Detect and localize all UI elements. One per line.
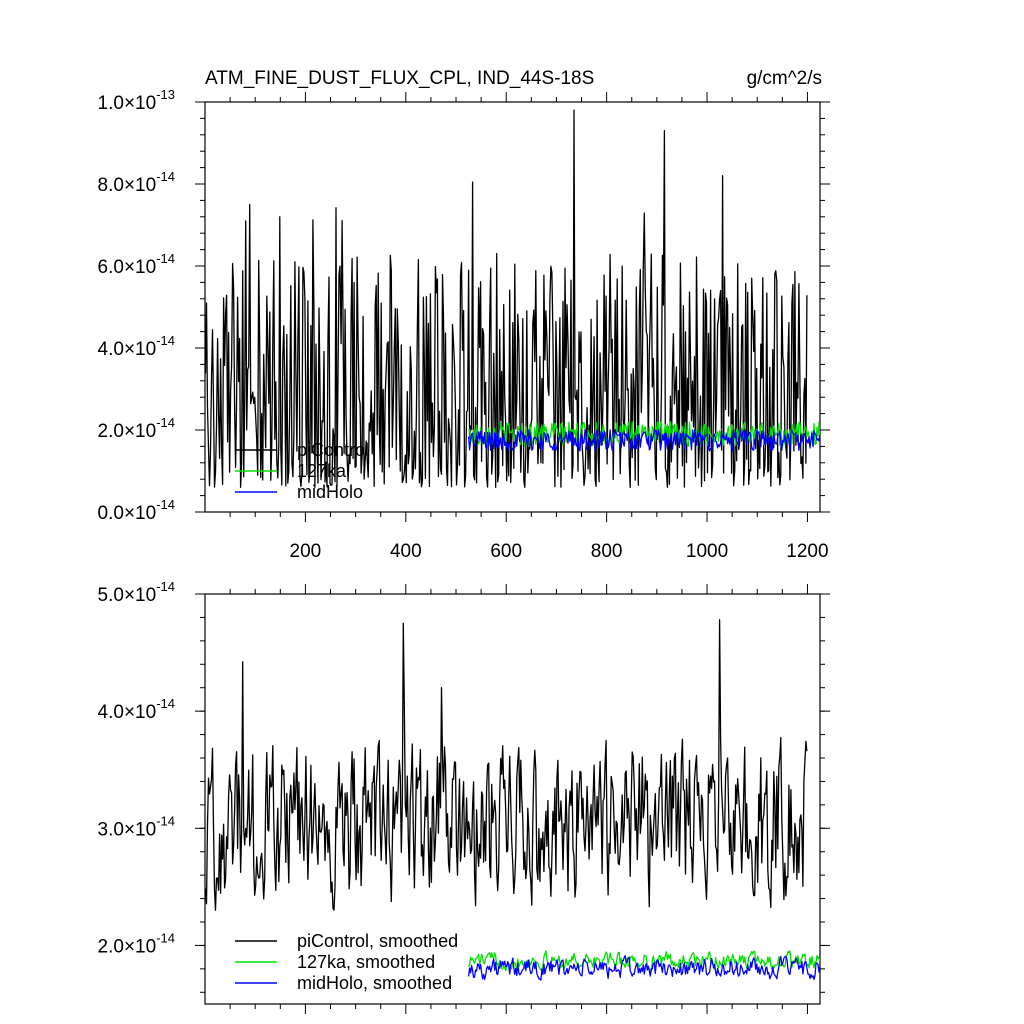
y-ticks: 2.0×10-14 3.0×10-14 4.0×10-14 5.0×10-14 bbox=[98, 579, 830, 993]
legend-label: piControl bbox=[297, 440, 369, 460]
x-tick-label: 200 bbox=[290, 541, 322, 562]
x-ticks bbox=[229, 584, 808, 1014]
series-line-midholo bbox=[467, 429, 820, 452]
y-tick-label: 8.0×10-14 bbox=[98, 169, 175, 196]
x-ticks: 200 400 600 800 1000 1200 bbox=[229, 92, 829, 562]
y-tick-label: 4.0×10-14 bbox=[98, 333, 175, 360]
y-tick-label: 2.0×10-14 bbox=[98, 415, 175, 442]
series-group bbox=[205, 619, 820, 981]
legend-label: 127ka bbox=[297, 461, 347, 481]
x-tick-label: 600 bbox=[490, 541, 522, 562]
x-tick-label: 800 bbox=[591, 541, 623, 562]
y-tick-label: 2.0×10-14 bbox=[98, 930, 175, 957]
y-tick-label: 3.0×10-14 bbox=[98, 813, 175, 840]
y-tick-label: 6.0×10-14 bbox=[98, 251, 175, 278]
x-tick-label: 1000 bbox=[686, 541, 728, 562]
x-tick-label: 400 bbox=[390, 541, 422, 562]
y-tick-label: 0.0×10-14 bbox=[98, 497, 175, 524]
series-line-midholo-smoothed bbox=[467, 955, 820, 981]
series-line-picontrol-smoothed bbox=[205, 619, 808, 911]
legend-label: 127ka, smoothed bbox=[297, 952, 435, 972]
y-tick-label: 5.0×10-14 bbox=[98, 579, 175, 606]
series-group bbox=[205, 109, 820, 489]
series-line-127ka-smoothed bbox=[468, 950, 820, 972]
plot-frame bbox=[204, 101, 821, 513]
x-tick-label: 1200 bbox=[786, 541, 828, 562]
legend-label: midHolo bbox=[297, 482, 363, 502]
legend-label: piControl, smoothed bbox=[297, 931, 458, 951]
chart-title: ATM_FINE_DUST_FLUX_CPL, IND_44S-18S bbox=[205, 68, 594, 89]
legend-label: midHolo, smoothed bbox=[297, 973, 452, 993]
bottom-panel: 2.0×10-14 3.0×10-14 4.0×10-14 5.0×10-14 piCo… bbox=[98, 579, 830, 1014]
y-ticks: 0.0×10-14 2.0×10-14 4.0×10-14 6.0×10-14 8.0×… bbox=[98, 87, 830, 524]
plot-frame bbox=[204, 593, 821, 1005]
series-line-picontrol bbox=[205, 109, 808, 489]
y-tick-label: 1.0×10-13 bbox=[98, 87, 175, 114]
y-tick-label: 4.0×10-14 bbox=[98, 696, 175, 723]
units-label: g/cm^2/s bbox=[747, 68, 822, 89]
top-panel: 200 400 600 800 1000 1200 0.0×10-14 2.0×10-14 4.… bbox=[98, 87, 830, 562]
